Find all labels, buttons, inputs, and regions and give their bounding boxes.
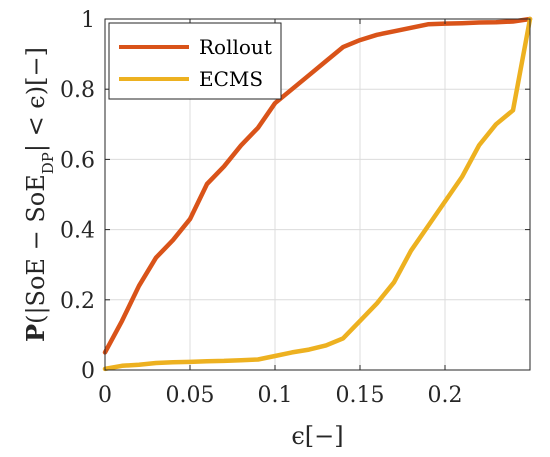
y-tick-label: 0.8	[60, 78, 95, 103]
legend-box	[108, 22, 282, 100]
y-tick-label: 0.6	[60, 148, 95, 173]
legend-label-rollout: Rollout	[199, 35, 272, 59]
y-tick-label: 0.2	[60, 289, 95, 314]
y-tick-label: 1	[81, 8, 95, 33]
x-tick-label: 0.1	[258, 383, 293, 408]
series-layer	[102, 16, 533, 372]
y-tick-label: 0	[81, 359, 95, 384]
legend: Rollout ECMS	[108, 22, 282, 100]
y-axis-label-tail: | < ϵ)[−]	[22, 47, 51, 152]
y-axis-label-body: (|SoE − SoE	[22, 174, 51, 324]
series-line-rollout	[102, 16, 533, 355]
series-line-ecms	[102, 16, 533, 372]
plot-frame	[104, 18, 531, 371]
x-axis-ticks: 0 0.05 0.1 0.15 0.2	[98, 19, 463, 408]
x-tick-label: 0.05	[166, 383, 215, 408]
x-tick-label: 0.2	[428, 383, 463, 408]
y-axis-label: P(|SoE − SoEDP| < ϵ)[−]	[21, 47, 57, 342]
x-tick-label: 0	[98, 383, 112, 408]
y-axis-label-sub: DP	[39, 152, 57, 174]
y-axis-label-p: P	[21, 324, 50, 342]
x-axis-label: ϵ[−]	[291, 422, 343, 450]
y-axis-ticks: 0 0.2 0.4 0.6 0.8 1	[60, 8, 530, 384]
legend-label-ecms: ECMS	[199, 67, 263, 91]
y-tick-label: 0.4	[60, 219, 95, 244]
x-tick-label: 0.15	[336, 383, 385, 408]
